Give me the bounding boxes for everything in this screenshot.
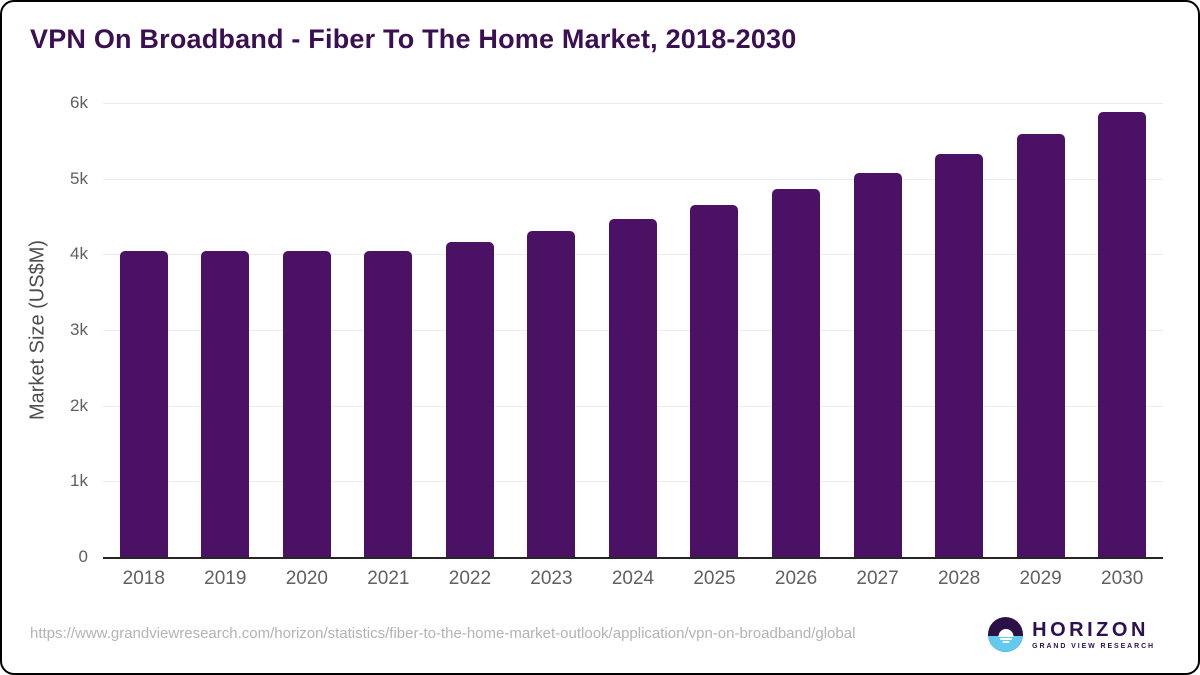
y-tick-6k: 6k bbox=[70, 93, 88, 112]
y-tick-3k: 3k bbox=[70, 320, 88, 339]
bar-2027 bbox=[853, 172, 902, 557]
logo-text: HORIZON GRAND VIEW RESEARCH bbox=[1032, 620, 1155, 650]
y-tick-4k: 4k bbox=[70, 244, 88, 264]
logo-reflection-line bbox=[999, 638, 1012, 640]
bar-column-2020 bbox=[266, 103, 348, 557]
x-label-2021: 2021 bbox=[367, 568, 410, 589]
x-label-2020: 2020 bbox=[285, 568, 328, 589]
bar-column-2019 bbox=[185, 103, 267, 557]
bar-column-2028 bbox=[918, 103, 1000, 557]
y-tick-0: 0 bbox=[78, 547, 88, 566]
logo-sea-shape bbox=[988, 636, 1024, 652]
bar-column-2025 bbox=[674, 103, 756, 557]
bar-column-2030 bbox=[1081, 103, 1163, 557]
bar-column-2026 bbox=[755, 103, 837, 557]
bar-2021 bbox=[364, 250, 413, 557]
horizon-logo: HORIZON GRAND VIEW RESEARCH bbox=[988, 617, 1155, 652]
x-label-2030: 2030 bbox=[1101, 568, 1144, 589]
bar-2022 bbox=[445, 242, 494, 557]
x-label-2028: 2028 bbox=[937, 568, 981, 589]
bar-2024 bbox=[608, 218, 657, 557]
x-label-2022: 2022 bbox=[448, 568, 492, 589]
x-label-2019: 2019 bbox=[204, 568, 247, 589]
x-axis-labels: 2018 2019 2020 2021 2022 2023 2024 2025 2026 2027… bbox=[103, 568, 1163, 590]
x-label-2018: 2018 bbox=[122, 568, 165, 589]
bar-column-2029 bbox=[1000, 103, 1082, 557]
x-label-2024: 2024 bbox=[611, 568, 655, 589]
x-label-2025: 2025 bbox=[693, 568, 736, 589]
bar-2018 bbox=[119, 250, 168, 557]
bar-column-2027 bbox=[837, 103, 919, 557]
plot-area bbox=[103, 103, 1163, 559]
bar-2023 bbox=[527, 230, 576, 557]
y-tick-5k: 5k bbox=[70, 168, 88, 188]
gridline bbox=[103, 178, 1163, 180]
bar-column-2021 bbox=[348, 103, 430, 557]
bar-2025 bbox=[690, 205, 739, 557]
bar-series bbox=[103, 103, 1163, 557]
bar-column-2023 bbox=[511, 103, 593, 557]
chart-title: VPN On Broadband - Fiber To The Home Mar… bbox=[30, 24, 797, 54]
logo-reflection-line bbox=[1002, 641, 1010, 644]
y-tick-1k: 1k bbox=[70, 471, 88, 491]
bar-2026 bbox=[772, 189, 821, 557]
bar-2028 bbox=[935, 153, 984, 557]
x-label-2029: 2029 bbox=[1019, 568, 1062, 589]
y-tick-2k: 2k bbox=[70, 395, 88, 415]
bar-2029 bbox=[1016, 134, 1065, 557]
logo-title: HORIZON bbox=[1032, 618, 1149, 641]
source-url: https://www.grandviewresearch.com/horizo… bbox=[30, 625, 856, 642]
horizon-logo-icon bbox=[988, 617, 1024, 652]
x-label-2027: 2027 bbox=[856, 568, 899, 589]
y-axis-ticks: 0 1k 2k 3k 4k 5k 6k bbox=[0, 93, 88, 566]
logo-sun-shape bbox=[998, 628, 1014, 637]
bar-column-2024 bbox=[592, 103, 674, 557]
bar-column-2022 bbox=[429, 103, 511, 557]
x-label-2026: 2026 bbox=[774, 568, 818, 589]
bar-2019 bbox=[201, 251, 250, 557]
bar-2020 bbox=[282, 251, 331, 557]
x-label-2023: 2023 bbox=[530, 568, 573, 589]
bar-column-2018 bbox=[103, 103, 185, 557]
logo-subtitle: GRAND VIEW RESEARCH bbox=[1032, 642, 1155, 650]
gridline bbox=[103, 103, 1163, 104]
bar-2030 bbox=[1098, 112, 1147, 557]
